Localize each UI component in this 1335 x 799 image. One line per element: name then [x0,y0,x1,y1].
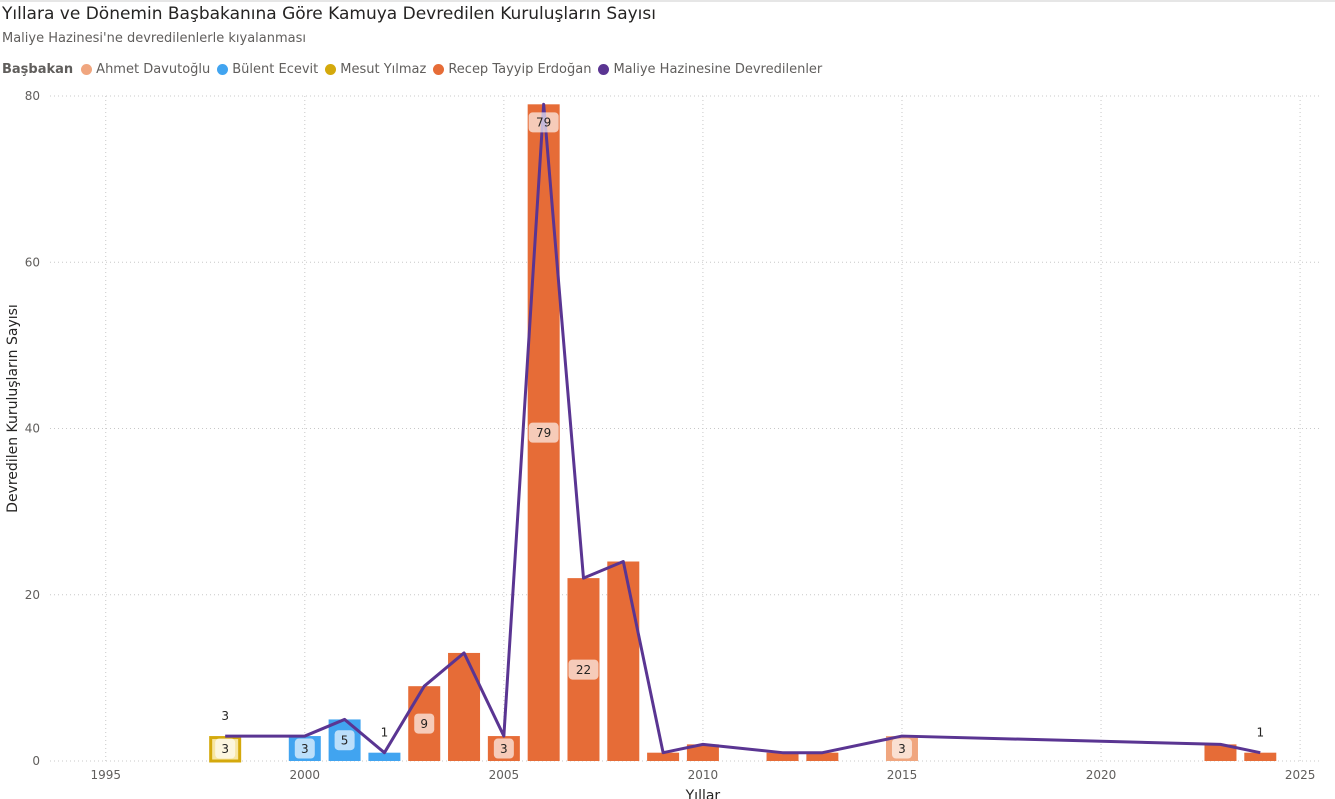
legend-label: Ahmet Davutoğlu [96,62,211,77]
x-tick-label: 2005 [489,768,520,782]
data-label: 9 [420,717,428,731]
bar [806,752,839,761]
y-tick-label: 80 [25,89,40,103]
line-series [225,102,1261,755]
bar [607,561,640,761]
data-label-bg [528,422,559,443]
legend-title: Başbakan [2,62,74,77]
x-tick-label: 2000 [290,768,321,782]
line-data-label: 1 [381,726,389,740]
data-label: 3 [898,742,906,756]
legend-item-mesut-yilmaz[interactable]: Mesut Yılmaz [325,62,426,77]
legend-label: Bülent Ecevit [232,62,319,77]
x-tick-label: 1995 [90,768,121,782]
data-label: 5 [341,734,349,748]
data-label: 3 [500,742,508,756]
line-data-label: 1 [1256,726,1264,740]
data-label-bg [568,659,599,680]
top-border [0,0,1335,2]
y-tick-label: 0 [32,754,40,768]
line-data-label: 79 [536,115,551,129]
legend-label: Recep Tayyip Erdoğan [448,62,592,77]
y-tick-label: 60 [25,255,40,269]
x-tick-label: 2025 [1285,768,1316,782]
chart-subtitle: Maliye Hazinesi'ne devredilenlerle kıyal… [2,31,307,46]
bar [686,744,719,761]
data-label-bg [294,738,315,759]
data-label-bg [493,738,514,759]
legend-dot-icon [217,64,229,75]
bar [1204,744,1237,761]
legend-label: Maliye Hazinesine Devredilenler [613,62,823,77]
line-data-label: 3 [221,709,229,723]
y-axis-title: Devredilen Kuruluşların Sayısı [5,304,21,513]
data-label: 3 [221,742,229,756]
line-label-bg [528,112,559,133]
data-label-bg [334,730,355,751]
bar [448,652,481,761]
legend-dot-icon [433,64,445,75]
legend-item-ahmet-davutoglu[interactable]: Ahmet Davutoğlu [81,62,210,77]
legend: Başbakan Ahmet Davutoğlu Bülent Ecevit M… [2,62,829,77]
data-label-bg [414,713,435,734]
data-label: 22 [576,663,591,677]
bar [766,752,799,761]
x-axis-title: Yıllar [685,788,721,799]
legend-dot-icon [598,64,610,75]
y-tick-label: 20 [25,588,40,602]
y-tick-label: 40 [25,422,40,436]
legend-item-maliye-hazinesi[interactable]: Maliye Hazinesine Devredilenler [598,62,822,77]
legend-item-recep-tayyip-erdogan[interactable]: Recep Tayyip Erdoğan [433,62,591,77]
legend-label: Mesut Yılmaz [340,62,427,77]
data-label: 3 [301,742,309,756]
x-tick-label: 2015 [887,768,918,782]
legend-dot-icon [81,64,93,75]
legend-dot-icon [325,64,337,75]
bar [647,752,680,761]
chart-title: Yıllara ve Dönemin Başbakanına Göre Kamu… [2,4,656,24]
data-label: 79 [536,426,551,440]
x-tick-label: 2020 [1086,768,1117,782]
bar [1244,752,1277,761]
bar [368,752,401,761]
data-label-bg [215,738,236,759]
data-label-bg [891,738,912,759]
x-tick-label: 2010 [688,768,719,782]
legend-item-bulent-ecevit[interactable]: Bülent Ecevit [217,62,318,77]
